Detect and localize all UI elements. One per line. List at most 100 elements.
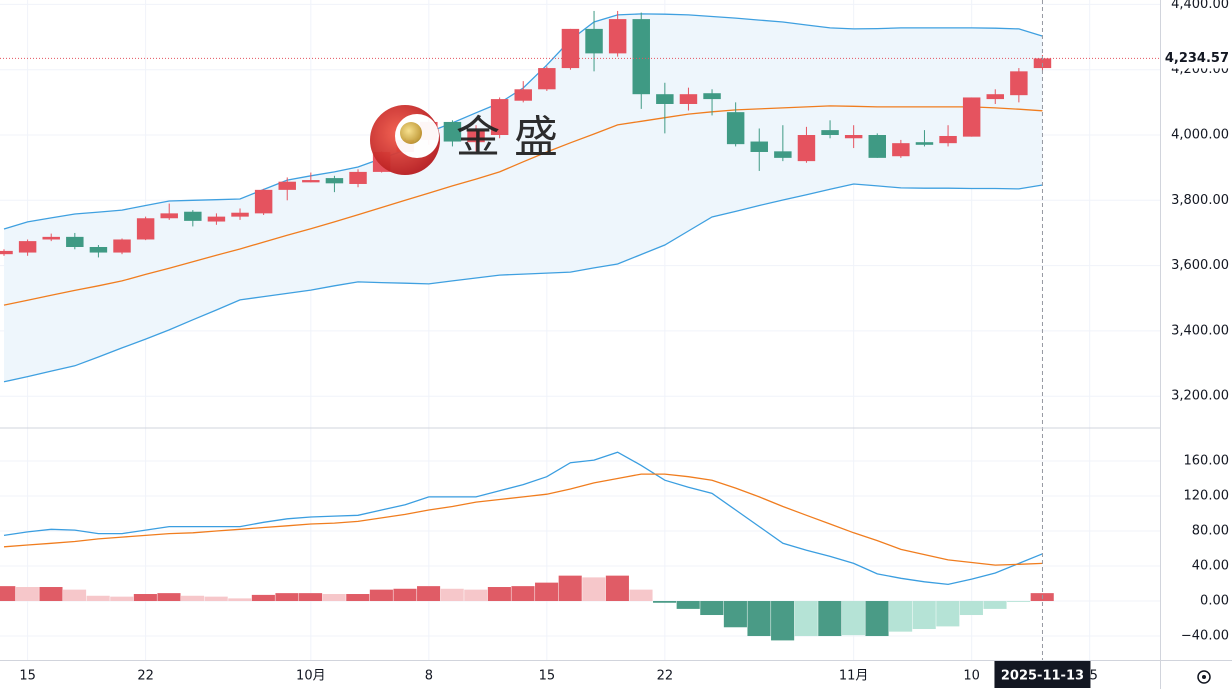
histogram-bar (204, 596, 228, 602)
y-tick-label: 120.00 (1184, 488, 1230, 503)
histogram-bar (133, 594, 157, 602)
histogram-bar (723, 601, 747, 628)
candle-body (774, 151, 792, 158)
band-lower (3, 183, 1043, 383)
candle-body (184, 211, 202, 221)
histogram-bar (794, 601, 818, 637)
x-tick-label: 10 (963, 669, 980, 684)
band-middle (3, 105, 1043, 306)
candle-body (538, 68, 556, 90)
settings-icon[interactable] (1197, 670, 1211, 684)
candle-body (986, 94, 1004, 100)
watermark-text: 金 盛 (456, 112, 558, 163)
candle-body (750, 141, 768, 152)
x-tick-label: 8 (425, 669, 433, 684)
last-price-box (1161, 48, 1232, 69)
histogram-bar (110, 596, 134, 602)
y-tick-label: 0.00 (1200, 594, 1229, 609)
x-tick-label: 15 (19, 669, 36, 684)
candle-body (608, 19, 627, 54)
y-tick-label: 4,400.00 (1171, 0, 1229, 12)
watermark-logo: 金 盛 (370, 105, 558, 175)
candle-body (703, 93, 721, 100)
candle-body (302, 180, 320, 183)
x-tick-label: 15 (539, 669, 556, 684)
histogram-bar (653, 601, 677, 603)
dif-line (3, 451, 1043, 586)
histogram-bar (936, 601, 960, 627)
histogram-bar (558, 575, 582, 602)
candle-body (89, 246, 108, 253)
histogram-bar (912, 601, 936, 630)
histogram-bar (605, 575, 629, 602)
y-tick-label: −40.00 (1181, 629, 1229, 644)
candle-body (679, 94, 698, 104)
candle-body (325, 178, 344, 184)
histogram-bar (747, 601, 771, 637)
candle-body (821, 130, 839, 136)
settings-dot[interactable] (1202, 675, 1206, 679)
histogram-bar (983, 601, 1007, 609)
candle-body (349, 171, 367, 184)
x-tick-label: 10月 (296, 669, 326, 684)
candle-body (231, 212, 249, 217)
histogram-bar (322, 594, 346, 602)
histogram-bar (251, 594, 275, 602)
histogram-bar (582, 577, 606, 602)
histogram-bar (275, 593, 299, 602)
histogram-bar (841, 601, 865, 636)
y-tick-label: 40.00 (1192, 559, 1229, 574)
candle-body (0, 250, 13, 255)
histogram-bar (0, 586, 16, 602)
candle-body (160, 213, 178, 219)
histogram-bar (959, 601, 983, 616)
candle-body (892, 143, 910, 157)
y-tick-label: 80.00 (1192, 524, 1229, 539)
histogram-bar (511, 586, 535, 602)
candle-body (561, 28, 580, 69)
y-tick-label: 3,600.00 (1171, 258, 1229, 273)
candle-body (585, 28, 603, 54)
histogram-bar (228, 598, 252, 602)
histogram-bar (1007, 601, 1031, 602)
candle-body (467, 130, 485, 143)
candle-body (797, 135, 816, 162)
background (0, 0, 1160, 660)
marks (0, 0, 1160, 660)
histogram-bar (63, 589, 87, 602)
candle-body (278, 181, 296, 190)
histogram-bar (346, 594, 370, 602)
histogram-bar (39, 587, 63, 602)
candle-body (42, 236, 60, 240)
histogram-bar (629, 589, 653, 602)
y-tick-label: 3,400.00 (1171, 323, 1229, 338)
histogram-bar (771, 601, 795, 641)
candle-body (868, 135, 886, 158)
dea-line (3, 473, 1043, 566)
histogram-bar (15, 587, 39, 602)
candle-body (844, 135, 863, 139)
candle-body (632, 19, 650, 95)
candle-body (18, 241, 37, 253)
candle-body (1010, 71, 1028, 96)
candle-body (962, 97, 981, 137)
candle-body (443, 121, 462, 142)
settings-button[interactable] (1197, 670, 1211, 684)
candle-body (136, 218, 155, 240)
candle-body (113, 239, 131, 253)
histogram-bar (393, 588, 417, 602)
candle-body (254, 189, 273, 214)
candle-body (939, 135, 957, 144)
x-tick-label: 22 (137, 669, 154, 684)
histogram-bar (417, 586, 441, 602)
y-tick-label: 3,200.00 (1171, 389, 1229, 404)
y-tick-label: 3,800.00 (1171, 193, 1229, 208)
y-tick-label: 4,000.00 (1171, 128, 1229, 143)
histogram-bar (157, 593, 181, 602)
price-axis-bg (1160, 0, 1232, 689)
histogram-bar (865, 601, 889, 637)
x-tick-label: 11月 (839, 669, 869, 684)
histogram-bar (299, 593, 323, 602)
